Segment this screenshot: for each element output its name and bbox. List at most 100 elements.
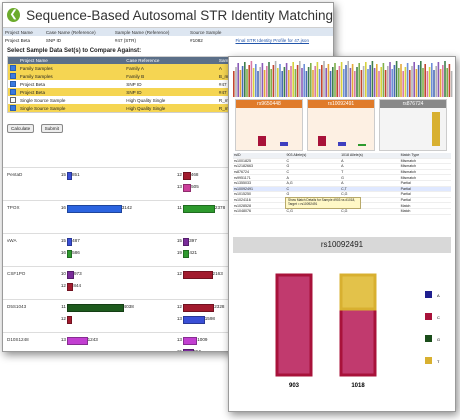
legend-label: G <box>437 337 440 342</box>
table-cell: Partial <box>399 191 451 198</box>
snp-panel[interactable]: rs876724 <box>379 99 447 151</box>
allele-number: 12 <box>176 304 182 309</box>
stacked-bar-segment[interactable] <box>275 273 313 377</box>
table-row[interactable]: rs876724 C T Mismatch <box>233 169 451 176</box>
strip-bar <box>314 66 316 97</box>
row-checkbox[interactable] <box>10 97 16 104</box>
strip-bar <box>307 67 310 97</box>
table-cell: SNP ID <box>45 37 62 43</box>
table-row[interactable]: rs1048076 C,G C,G Match <box>233 208 451 215</box>
locus-name: D5S1043 <box>7 304 27 309</box>
strip-bar <box>233 71 235 97</box>
strip-bar <box>285 63 288 97</box>
table-row[interactable]: rs10092491 C C,T Partial <box>233 186 451 193</box>
table-cell: Single Source Sample <box>18 96 125 105</box>
table-cell: Partial <box>399 186 451 193</box>
strip-bar <box>391 69 393 97</box>
table-row[interactable]: rs1015250 G C,G Partial <box>233 191 451 198</box>
strip-bar <box>389 62 391 97</box>
locus-name: PentaD <box>7 172 23 177</box>
snp-panel-bar <box>432 112 440 146</box>
table-cell: SNP ID <box>124 80 217 89</box>
strip-bar <box>294 69 297 97</box>
strip-bar <box>244 62 246 97</box>
allele-count: 973 <box>73 271 82 276</box>
strip-bar <box>358 63 360 97</box>
table-cell: G <box>285 191 341 198</box>
row-checkbox[interactable] <box>10 73 16 80</box>
strip-bar <box>398 68 400 97</box>
strip-bar <box>312 70 314 97</box>
table-cell: A <box>340 158 400 165</box>
strip-bar <box>420 61 422 97</box>
table-cell: Mismatch <box>399 158 451 165</box>
strip-bar <box>349 68 352 97</box>
table-cell: C <box>285 169 341 176</box>
strip-bar <box>360 70 363 97</box>
allele-bar-fill <box>183 304 215 312</box>
strip-bar <box>270 69 272 97</box>
row-checkbox[interactable] <box>10 89 16 96</box>
table-cell: C <box>285 186 341 193</box>
table-cell: A,G <box>285 180 341 187</box>
strip-bar <box>259 67 261 97</box>
legend-swatch <box>425 291 432 298</box>
strip-bar <box>323 61 325 97</box>
row-checkbox[interactable] <box>10 65 16 72</box>
allele-bar-fill <box>67 271 74 279</box>
strip-bar <box>356 67 358 97</box>
table-cell: T <box>340 169 400 176</box>
table-cell: Partial <box>399 180 451 187</box>
stacked-bar-segment[interactable] <box>339 307 377 377</box>
strip-bar <box>387 66 389 97</box>
table-row[interactable]: rs12182663 G A Mismatch <box>233 163 451 170</box>
back-arrow-icon[interactable]: ❮ <box>7 8 21 22</box>
table-cell: rs10092491 <box>233 186 286 193</box>
table-cell: Family Samples <box>18 64 125 73</box>
column-header[interactable]: rsID <box>233 153 286 159</box>
column-header[interactable]: 1018 Allele(s) <box>340 153 400 159</box>
strip-bar <box>241 66 244 97</box>
table-row[interactable]: rs1001825 C A Mismatch <box>233 158 451 165</box>
submit-button[interactable]: Submit <box>40 124 63 134</box>
snp-panel[interactable]: rs10092491 <box>307 99 375 151</box>
snp-panel-bar <box>258 136 266 146</box>
row-checkbox[interactable] <box>10 105 16 112</box>
allele-number: 15 <box>60 238 66 243</box>
profile-link[interactable]: Final STR Identity Profile for 47.json <box>235 37 310 43</box>
table-cell: Family Samples <box>18 72 125 81</box>
allele-count: 487 <box>72 238 80 243</box>
strip-bar <box>334 63 336 97</box>
table-cell: Project Beta <box>18 88 125 97</box>
strip-bar <box>268 62 270 97</box>
strip-bar <box>415 69 418 97</box>
strip-bar <box>290 66 292 97</box>
column-header[interactable]: Project Name <box>18 57 125 65</box>
strip-bar <box>367 69 369 97</box>
column-header[interactable]: Match Type <box>399 153 451 159</box>
table-row[interactable]: rs9951171 A G Mismatch <box>233 174 451 181</box>
snp-panel-bar <box>358 144 366 146</box>
table-cell: rs876724 <box>233 169 286 176</box>
strip-bar <box>340 62 343 97</box>
snp-panel[interactable]: rs9650448 <box>235 99 303 151</box>
strip-bar <box>448 64 451 97</box>
strip-bar <box>365 62 367 97</box>
column-header[interactable]: 903 Allele(s) <box>285 153 341 159</box>
strip-bar <box>435 66 437 97</box>
allele-number: 13 <box>176 184 182 189</box>
strip-bar <box>283 67 286 97</box>
match-tooltip: Show Match Details for Sample #903 vs #1… <box>285 197 361 209</box>
row-checkbox[interactable] <box>10 81 16 88</box>
calculate-button[interactable]: Calculate <box>7 124 35 134</box>
allele-number: 13 <box>176 316 182 321</box>
table-row[interactable]: rs1355033 A,G A Partial <box>233 180 451 187</box>
column-header[interactable]: Case Reference <box>124 57 217 65</box>
allele-bar-fill <box>183 205 215 213</box>
sample-label: 903 <box>289 383 300 389</box>
strip-bar <box>261 63 264 97</box>
strip-bar <box>321 65 323 97</box>
strip-bar <box>371 61 374 97</box>
stacked-bar-segment[interactable] <box>339 273 377 311</box>
allele-number: 15 <box>60 172 66 177</box>
